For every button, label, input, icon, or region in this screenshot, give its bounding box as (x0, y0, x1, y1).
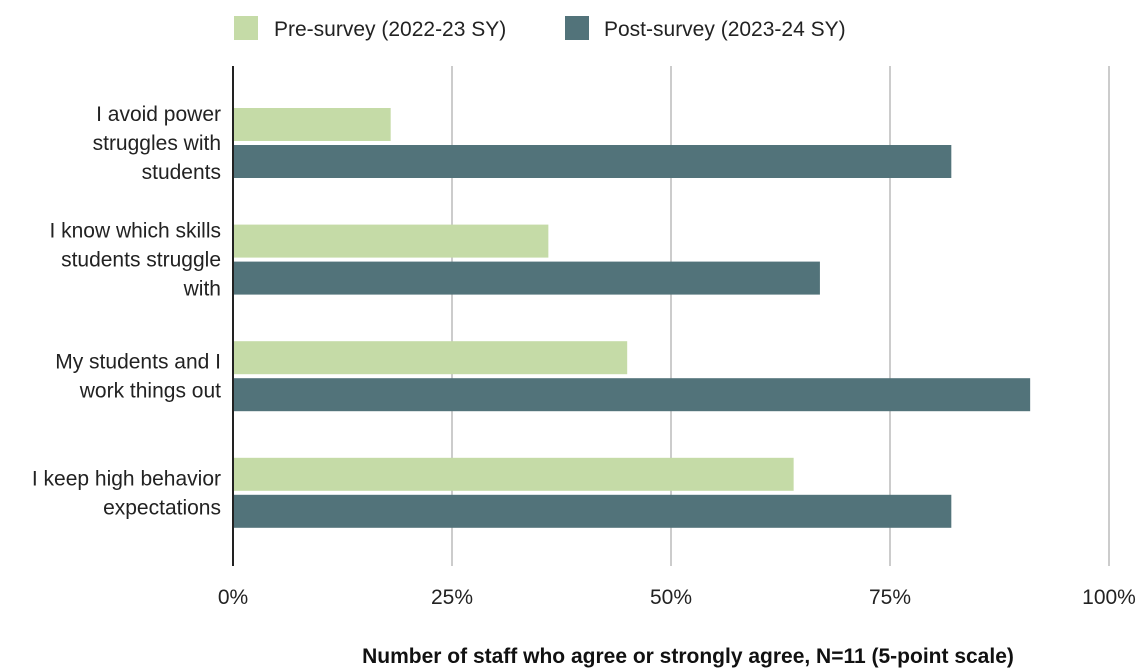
bar-post-2 (233, 378, 1031, 412)
legend-swatch-pre-survey (234, 16, 258, 40)
bars (233, 108, 1031, 528)
category-label-3-line-1: expectations (103, 496, 221, 519)
category-label-3-line-0: I keep high behavior (32, 467, 221, 490)
category-label-2-line-1: work things out (79, 380, 221, 403)
bar-pre-0 (233, 108, 391, 141)
bar-pre-1 (233, 224, 549, 258)
legend-swatch-post-survey (565, 16, 589, 40)
x-tick-label-100: 100% (1082, 586, 1136, 609)
x-tick-labels: 0% 25% 50% 75% 100% (218, 586, 1136, 609)
gridlines (451, 66, 1110, 566)
category-label-0-line-2: students (142, 161, 221, 184)
x-axis-title: Number of staff who agree or strongly ag… (362, 645, 1014, 668)
bar-post-1 (233, 261, 820, 295)
legend-label-pre-survey: Pre-survey (2022-23 SY) (274, 18, 506, 41)
bar-pre-2 (233, 341, 628, 375)
x-tick-label-50: 50% (650, 586, 692, 609)
category-label-0-line-1: struggles with (93, 132, 221, 155)
bar-post-3 (233, 494, 952, 528)
category-labels: I avoid power struggles with students I kno… (32, 103, 221, 519)
legend-label-post-survey: Post-survey (2023-24 SY) (604, 18, 846, 41)
bar-post-0 (233, 145, 952, 178)
category-label-1-line-0: I know which skills (49, 220, 221, 243)
x-tick-label-0: 0% (218, 586, 248, 609)
category-label-1-line-1: students struggle (61, 249, 221, 272)
bar-pre-3 (233, 457, 794, 491)
x-tick-label-75: 75% (869, 586, 911, 609)
category-label-1-line-2: with (183, 278, 221, 301)
x-tick-label-25: 25% (431, 586, 473, 609)
legend: Pre-survey (2022-23 SY) Post-survey (202… (234, 16, 846, 41)
category-label-0-line-0: I avoid power (96, 103, 221, 126)
category-label-2-line-0: My students and I (55, 351, 221, 374)
